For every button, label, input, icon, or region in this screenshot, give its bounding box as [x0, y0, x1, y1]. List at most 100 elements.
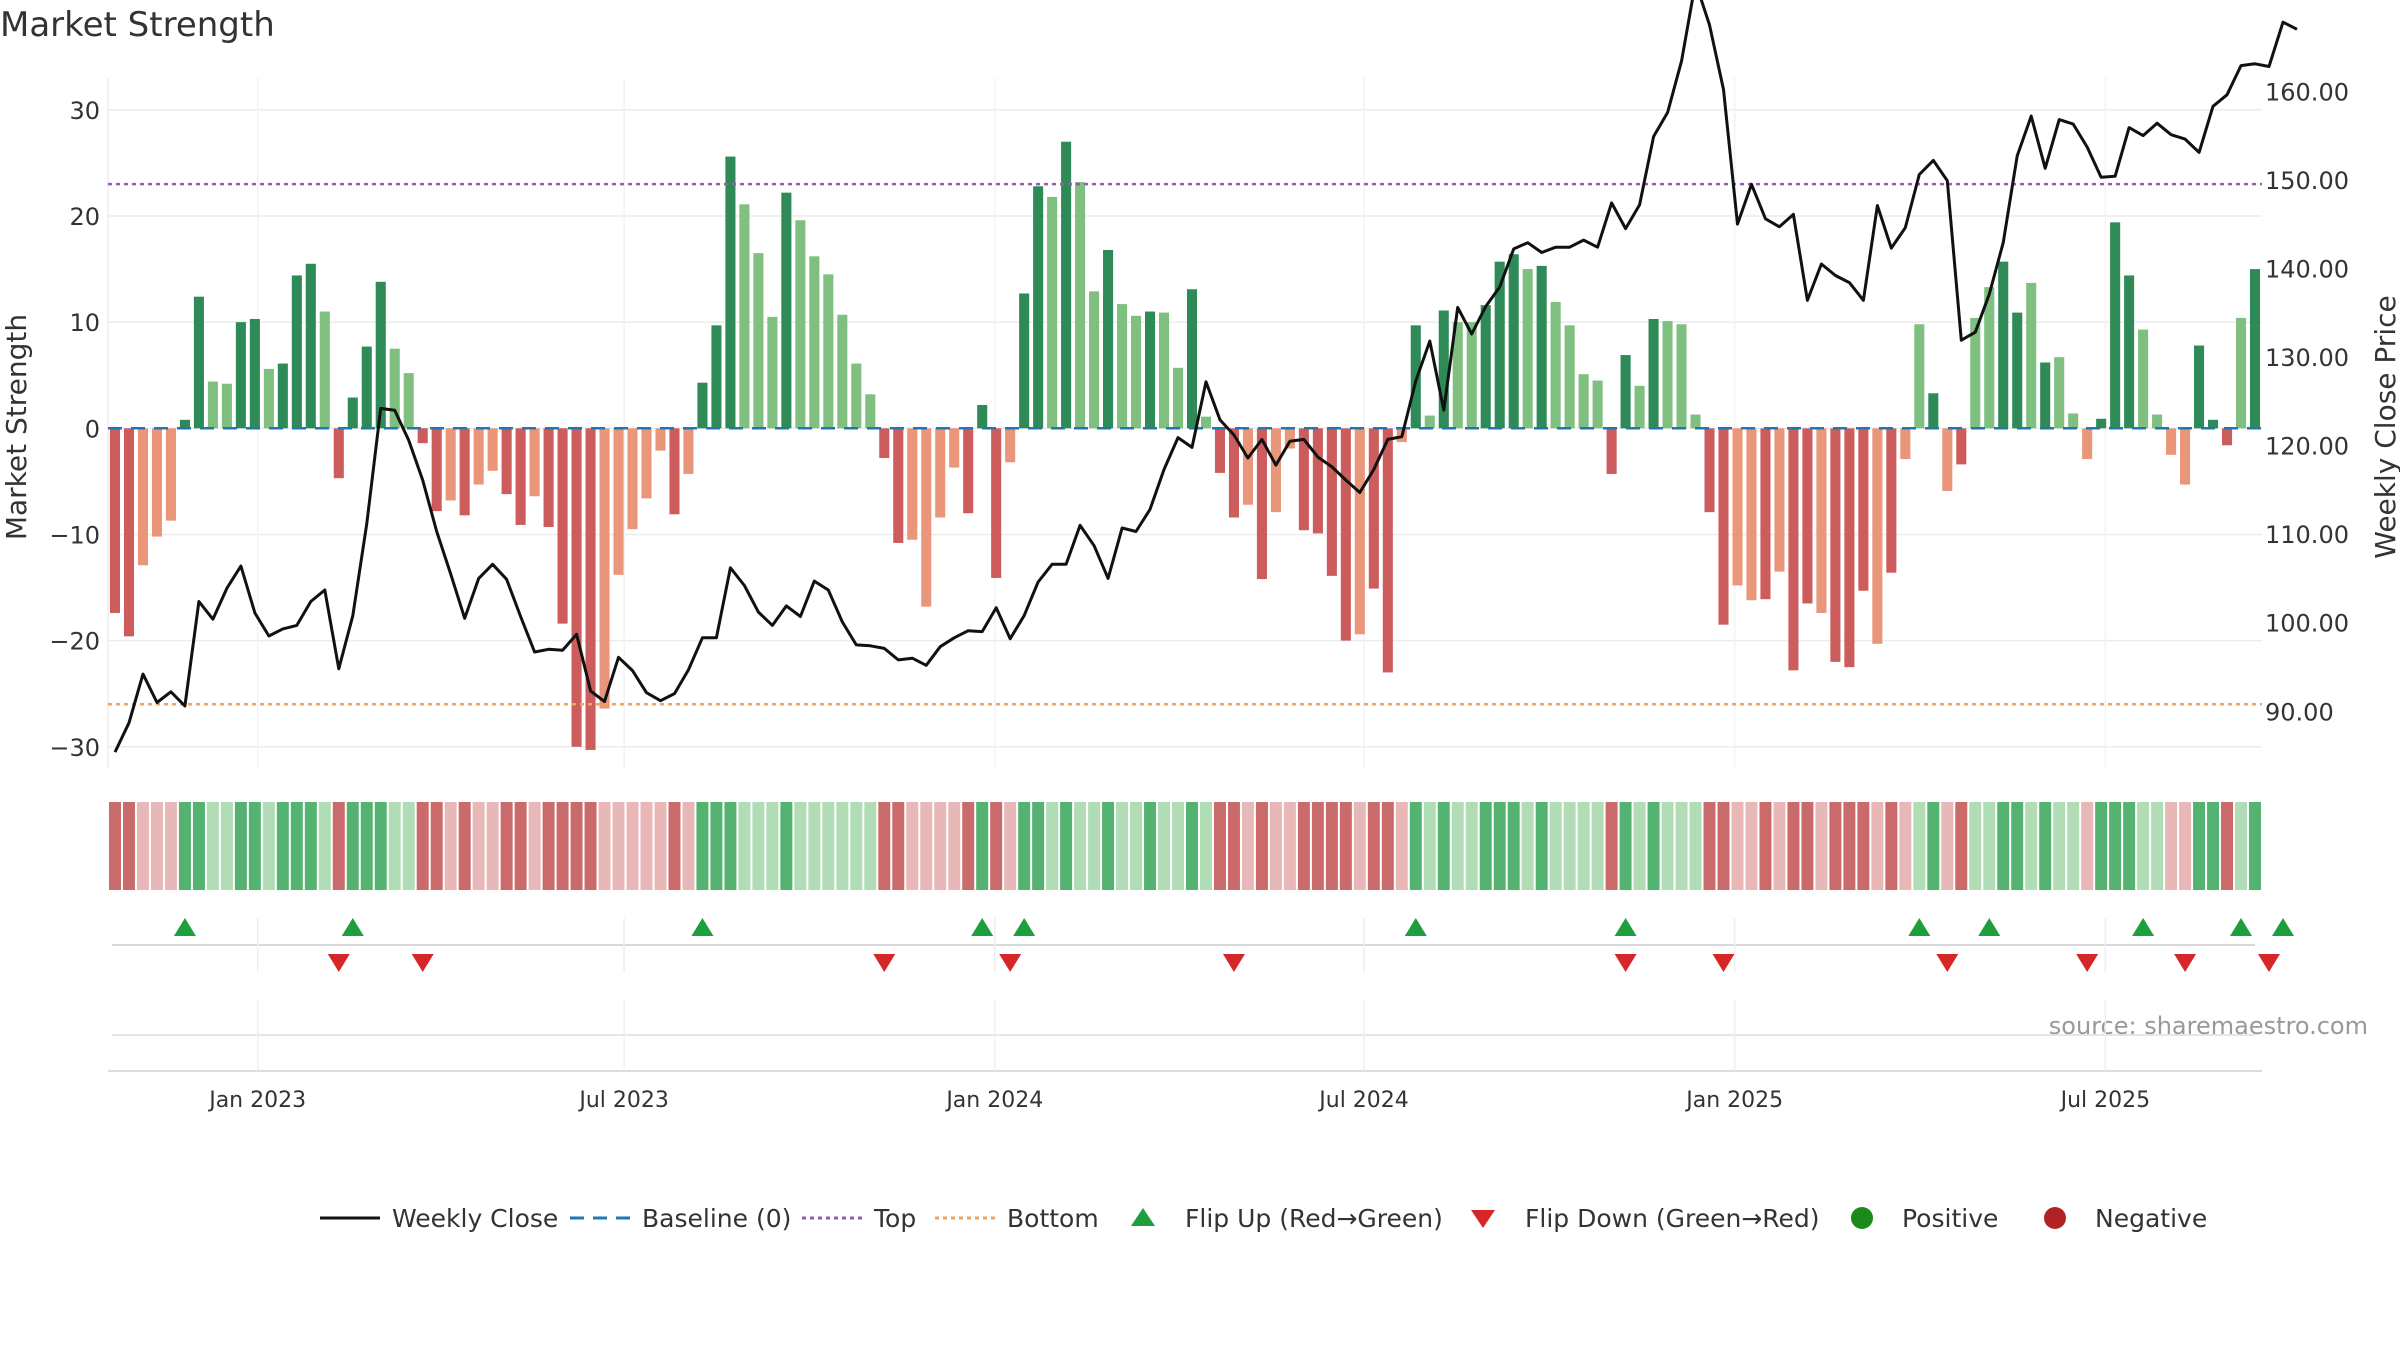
strength-bar — [1676, 324, 1687, 429]
legend-item: Bottom — [935, 1204, 1099, 1233]
strip-cell — [248, 802, 261, 890]
flip-down-marker — [411, 954, 434, 972]
strip-cell — [1493, 802, 1506, 890]
strip-cell — [1549, 802, 1562, 890]
strength-bar — [991, 428, 1002, 578]
strip-cell — [486, 802, 499, 890]
strength-bar — [1872, 428, 1883, 644]
strip-cell — [472, 802, 485, 890]
strip-cell — [276, 802, 289, 890]
strip-cell — [2207, 802, 2220, 890]
flip-down-marker — [2257, 954, 2280, 972]
strength-bar — [193, 296, 204, 429]
strength-bar — [893, 428, 904, 543]
strength-bar — [2235, 317, 2247, 429]
strength-bar — [599, 428, 610, 709]
strip-cell — [850, 802, 863, 890]
strip-cell — [1535, 802, 1548, 890]
strength-bar — [1830, 428, 1841, 662]
y-axis-label-left: Market Strength — [0, 314, 33, 540]
strip-cell — [416, 802, 429, 890]
chart-title: Market Strength — [0, 5, 275, 45]
strip-cell — [2151, 802, 2164, 890]
strength-bar — [2096, 418, 2107, 429]
strip-cell — [2081, 802, 2094, 890]
strength-bar — [1536, 265, 1547, 429]
strength-bar — [1186, 289, 1198, 429]
strip-cell — [1577, 802, 1590, 890]
strip-cell — [1941, 802, 1954, 890]
strip-cell — [2109, 802, 2122, 890]
strip-cell — [808, 802, 821, 890]
strip-cell — [2123, 802, 2136, 890]
strip-cell — [2025, 802, 2038, 890]
flip-down-marker — [1614, 954, 1637, 972]
strength-bar — [767, 316, 778, 429]
strength-bar — [1270, 428, 1281, 513]
strength-bar — [1452, 322, 1463, 429]
strip-cell — [1451, 802, 1464, 890]
flip-down-marker — [1936, 954, 1959, 972]
legend-item: Top — [802, 1204, 916, 1233]
strength-bar — [1606, 428, 1617, 474]
strength-bar — [2082, 428, 2093, 460]
strip-cell — [892, 802, 905, 890]
strip-cell — [1787, 802, 1800, 890]
strip-cell — [1074, 802, 1087, 890]
strength-bar — [725, 156, 736, 429]
strip-cell — [388, 802, 401, 890]
flip-up-marker — [1908, 918, 1931, 936]
strip-cell — [612, 802, 625, 890]
strip-cell — [1479, 802, 1492, 890]
strength-bar — [403, 373, 414, 429]
strip-cell — [1255, 802, 1268, 890]
strength-bar — [2026, 282, 2037, 429]
weekly-close-line — [113, 0, 2298, 753]
strip-cell — [444, 802, 457, 890]
strength-bar — [2040, 362, 2051, 429]
strength-bar — [1620, 355, 1631, 429]
strength-bar — [1340, 428, 1351, 641]
strength-bar — [851, 363, 862, 429]
strip-cell — [1913, 802, 1926, 890]
strength-bar — [1746, 428, 1757, 601]
strip-cell — [1955, 802, 1968, 890]
strength-bar — [2054, 357, 2065, 429]
strip-cell — [2011, 802, 2024, 890]
strip-cell — [1759, 802, 1772, 890]
strength-bar — [781, 192, 792, 429]
right-tick-label: 130.00 — [2265, 344, 2349, 372]
strip-cell — [332, 802, 345, 890]
strength-bar — [1914, 324, 1925, 429]
flip-up-marker — [2132, 918, 2155, 936]
source-credit: source: sharemaestro.com — [2049, 1012, 2368, 1040]
strength-bar — [1298, 428, 1309, 531]
strength-bar — [697, 382, 708, 429]
strip-cell — [1927, 802, 1940, 890]
strip-cell — [1032, 802, 1045, 890]
strength-bar — [739, 204, 750, 429]
strip-cell — [402, 802, 415, 890]
strength-bar — [333, 428, 344, 479]
strip-cell — [1269, 802, 1282, 890]
strength-bar — [865, 394, 876, 429]
strength-bar — [2249, 269, 2261, 429]
strength-bar — [1089, 291, 1100, 429]
strip-cell — [109, 802, 121, 890]
legend-item: Flip Down (Green→Red) — [1471, 1204, 1820, 1233]
strip-cell — [780, 802, 793, 890]
strength-bar — [921, 428, 932, 607]
strip-cell — [2193, 802, 2206, 890]
right-tick-label: 140.00 — [2265, 255, 2349, 283]
strength-bar — [1326, 428, 1337, 576]
strip-cell — [2221, 802, 2234, 890]
strip-cell — [1507, 802, 1520, 890]
strip-cell — [2137, 802, 2150, 890]
right-tick-label: 150.00 — [2265, 167, 2349, 195]
legend-label: Bottom — [1007, 1204, 1099, 1233]
strength-bar — [109, 428, 121, 614]
legend-label: Positive — [1902, 1204, 1998, 1233]
flip-down-marker — [999, 954, 1022, 972]
flip-down-marker — [1712, 954, 1735, 972]
strength-bar — [165, 428, 176, 521]
